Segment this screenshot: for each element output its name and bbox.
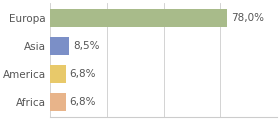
Text: 78,0%: 78,0% — [231, 13, 264, 23]
Bar — [50, 65, 66, 83]
Bar — [50, 37, 69, 55]
Text: 6,8%: 6,8% — [69, 69, 95, 79]
Text: 8,5%: 8,5% — [73, 41, 99, 51]
Bar — [50, 9, 227, 27]
Text: 6,8%: 6,8% — [69, 97, 95, 107]
Bar — [50, 93, 66, 111]
